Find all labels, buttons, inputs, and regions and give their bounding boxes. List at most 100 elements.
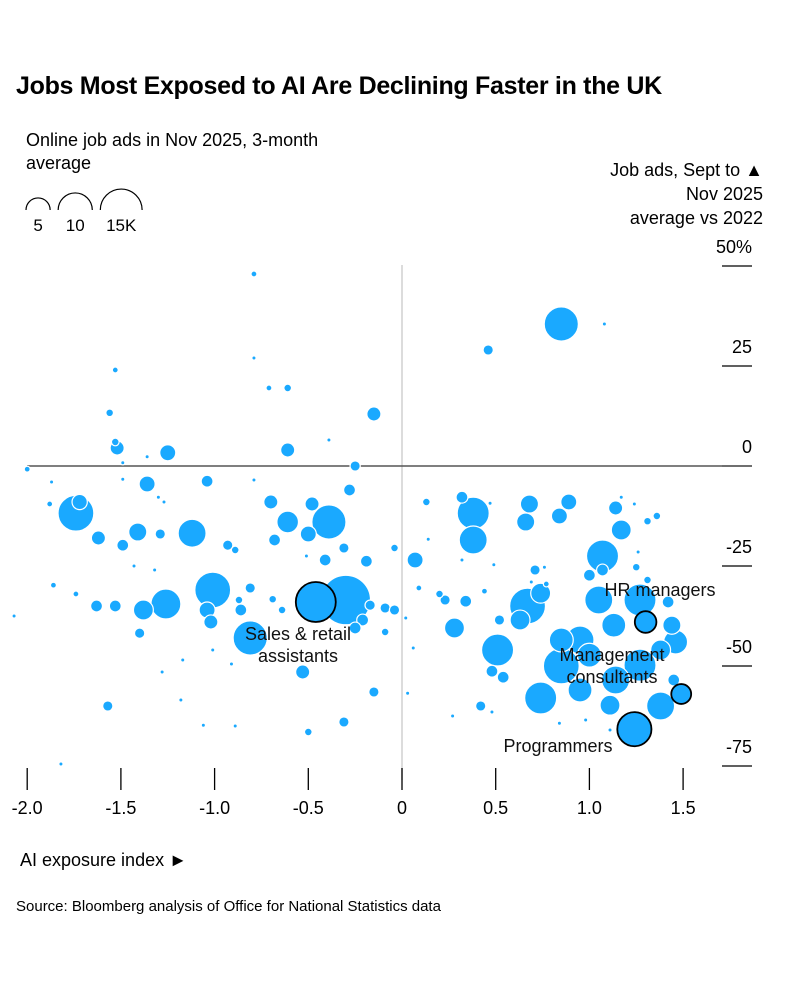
x-tick-label: -0.5 bbox=[293, 798, 324, 818]
bubble-point bbox=[200, 722, 207, 728]
bubble-point bbox=[491, 562, 497, 568]
bubble-point bbox=[482, 344, 494, 356]
bubble-point bbox=[280, 442, 296, 458]
bubble-point bbox=[542, 580, 550, 588]
bubble-point bbox=[404, 690, 411, 696]
bubble-point bbox=[582, 717, 589, 723]
bubble-point bbox=[299, 525, 317, 543]
annotation-label: assistants bbox=[258, 646, 338, 666]
bubble-point bbox=[132, 599, 154, 621]
bubble-point bbox=[155, 494, 162, 500]
bubble-point bbox=[509, 609, 531, 631]
bubble-point bbox=[108, 599, 122, 613]
bubble-point bbox=[180, 657, 186, 663]
bubble-point bbox=[120, 476, 126, 482]
bubble-point bbox=[403, 615, 409, 621]
bubble-point bbox=[138, 475, 156, 493]
annotation-label: Programmers bbox=[503, 736, 612, 756]
bubble-point bbox=[110, 437, 120, 447]
bubble-point bbox=[128, 522, 148, 542]
bubble-point bbox=[159, 669, 165, 675]
bubble-point bbox=[410, 645, 416, 651]
bubble-point bbox=[528, 579, 534, 585]
bubble-point bbox=[607, 727, 613, 733]
annotation-label: Sales & retail bbox=[245, 624, 351, 644]
bubble-point bbox=[643, 575, 652, 585]
bubble-point bbox=[23, 465, 31, 473]
bubble-point bbox=[268, 533, 282, 547]
bubble-point bbox=[596, 563, 610, 577]
highlighted-bubble bbox=[294, 581, 337, 623]
bubble-point bbox=[652, 511, 662, 521]
bubble-point bbox=[388, 604, 401, 616]
bubble-point bbox=[582, 568, 596, 582]
bubble-point bbox=[161, 499, 167, 505]
bubble-point bbox=[524, 681, 558, 715]
bubble-point bbox=[406, 551, 424, 569]
bubble-point bbox=[133, 627, 146, 639]
y-tick-label: -50 bbox=[726, 637, 752, 657]
y-tick-label: -75 bbox=[726, 737, 752, 757]
bubble-point bbox=[303, 727, 313, 737]
bubble-point bbox=[210, 647, 216, 653]
bubble-point bbox=[234, 603, 248, 617]
bubble-point bbox=[487, 500, 493, 506]
bubble-point bbox=[496, 670, 510, 684]
bubble-point bbox=[455, 490, 469, 504]
bubble-point bbox=[662, 615, 682, 635]
x-tick-label: 0 bbox=[397, 798, 407, 818]
x-tick-label: -2.0 bbox=[12, 798, 43, 818]
bubble-point bbox=[304, 496, 320, 512]
x-tick-label: 1.0 bbox=[577, 798, 602, 818]
size-legend-arc bbox=[57, 192, 93, 211]
bubble-point bbox=[356, 613, 370, 627]
bubble-point bbox=[151, 567, 158, 573]
bubble-point bbox=[443, 617, 466, 639]
bubble-point bbox=[379, 602, 391, 614]
bubble-point bbox=[415, 584, 423, 592]
bubble-point bbox=[283, 383, 293, 393]
bubble-point bbox=[480, 587, 489, 595]
bubble-point bbox=[635, 549, 641, 555]
bubble-point bbox=[232, 620, 268, 656]
bubble-point bbox=[303, 553, 310, 559]
bubble-point bbox=[251, 477, 257, 483]
bubble-point bbox=[548, 627, 574, 653]
bubble-point bbox=[366, 406, 382, 422]
annotation-label: consultants bbox=[566, 667, 657, 687]
x-tick-label: 1.5 bbox=[671, 798, 696, 818]
bubble-point bbox=[529, 564, 541, 576]
bubble-point bbox=[131, 563, 137, 569]
bubble-point bbox=[72, 590, 80, 598]
bubble-point bbox=[550, 507, 569, 525]
bubble-point bbox=[516, 512, 536, 532]
x-tick-label: -1.0 bbox=[199, 798, 230, 818]
size-legend-label: 10 bbox=[66, 216, 85, 235]
bubble-point bbox=[277, 605, 287, 615]
bubble-point bbox=[459, 594, 473, 608]
bubble-point bbox=[650, 639, 672, 661]
bubble-point bbox=[530, 582, 552, 604]
bubble-point bbox=[567, 677, 593, 703]
size-legend-title: Online job ads in Nov 2025, 3-month aver… bbox=[26, 130, 319, 173]
bubble-point bbox=[541, 564, 548, 570]
chart-title: Jobs Most Exposed to AI Are Declining Fa… bbox=[16, 72, 662, 100]
bubble-point bbox=[111, 366, 119, 374]
bubble-point bbox=[601, 612, 627, 638]
bubble-point bbox=[116, 538, 130, 552]
bubble-point bbox=[458, 525, 488, 555]
bubble-point bbox=[102, 700, 114, 712]
size-legend-arc bbox=[25, 197, 51, 211]
bubble-point bbox=[390, 543, 399, 553]
bubble-point bbox=[338, 716, 350, 728]
y-tick-label: 25 bbox=[732, 337, 752, 357]
x-tick-label: 0.5 bbox=[483, 798, 508, 818]
bubble-point bbox=[459, 557, 465, 563]
x-tick-label: -1.5 bbox=[105, 798, 136, 818]
bubble-point bbox=[631, 501, 638, 507]
bubble-point bbox=[368, 686, 380, 698]
bubble-point bbox=[435, 589, 444, 599]
bubble-point bbox=[48, 479, 55, 485]
